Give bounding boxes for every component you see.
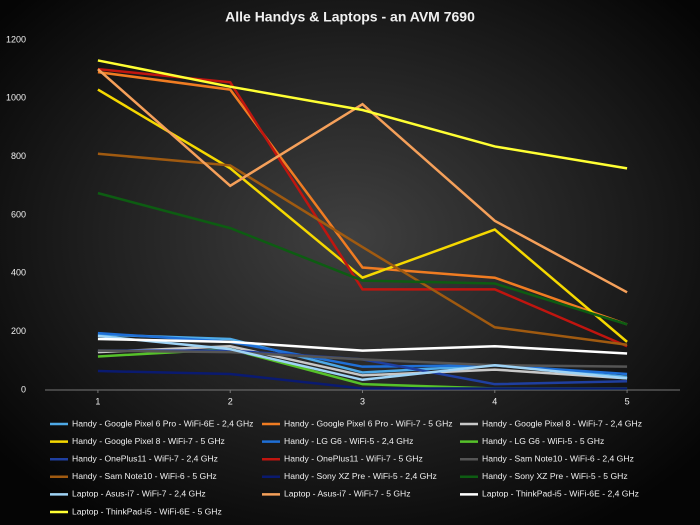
x-tick-label: 1 [95,396,100,406]
series-line [97,369,628,390]
legend-label: Handy - Sony XZ Pre - WiFi-5 - 5 GHz [482,471,628,481]
series-line [97,337,628,355]
series-line [97,191,628,326]
legend-label: Laptop - ThinkPad-i5 - WiFi-6E - 2,4 GHz [482,489,639,499]
series-line [97,59,628,170]
y-tick-label: 400 [11,268,26,278]
legend-label: Handy - Google Pixel 8 - WiFi-7 - 5 GHz [72,436,225,446]
x-tick-label: 4 [492,396,497,406]
series-line [97,331,628,376]
y-tick-label: 600 [11,209,26,219]
legend-label: Laptop - ThinkPad-i5 - WiFi-6E - 5 GHz [72,506,222,516]
y-tick-label: 200 [11,326,26,336]
series-line [97,344,628,380]
series-line [97,152,628,347]
y-tick-label: 1200 [6,34,26,44]
legend-label: Handy - Sony XZ Pre - WiFi-5 - 2,4 GHz [284,471,437,481]
legend-label: Handy - Sam Note10 - WiFi-6 - 5 GHz [72,471,217,481]
chart-title: Alle Handys & Laptops - an AVM 7690 [225,9,475,25]
legend-label: Handy - Google Pixel 6 Pro - WiFi-6E - 2… [72,418,253,428]
series-line [97,349,628,368]
legend-label: Laptop - Asus-i7 - WiFi-7 - 2,4 GHz [72,489,206,499]
y-tick-label: 0 [21,384,26,394]
legend-label: Handy - LG G6 - WiFi-5 - 5 GHz [482,436,604,446]
series-line [97,334,628,382]
legend-label: Handy - Google Pixel 8 - WiFi-7 - 2,4 GH… [482,418,642,428]
y-tick-label: 800 [11,151,26,161]
legend-label: Laptop - Asus-i7 - WiFi-7 - 5 GHz [284,489,411,499]
series-line [97,70,628,326]
x-tick-label: 2 [228,396,233,406]
y-tick-label: 1000 [6,93,26,103]
legend-label: Handy - Sam Note10 - WiFi-6 - 2,4 GHz [482,453,634,463]
series-line [97,68,628,294]
legend-label: Handy - OnePlus11 - WiFi-7 - 2,4 GHz [72,453,218,463]
x-tick-label: 5 [625,396,630,406]
legend-label: Handy - Google Pixel 6 Pro - WiFi-7 - 5 … [284,418,453,428]
x-tick-label: 3 [360,396,365,406]
legend-label: Handy - OnePlus11 - WiFi-7 - 5 GHz [284,453,423,463]
series-line [97,88,628,343]
legend-label: Handy - LG G6 - WiFi-5 - 2,4 GHz [284,436,413,446]
